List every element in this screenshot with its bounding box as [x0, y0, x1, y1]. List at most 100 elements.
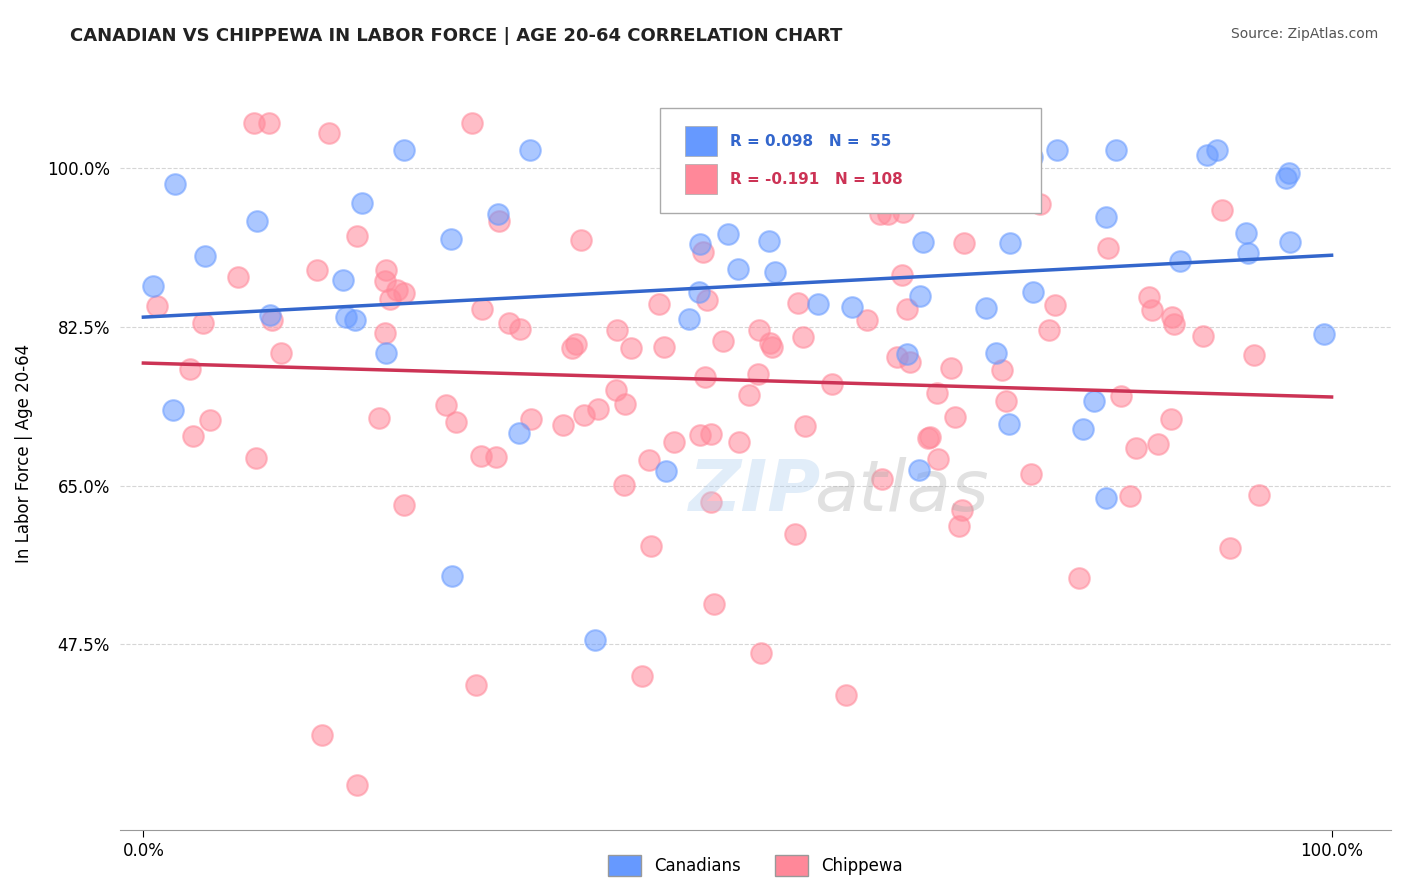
Point [891, 204, 914, 219]
Point [374, 275, 396, 289]
Point [783, 526, 806, 541]
Point [259, 308, 281, 322]
Point [346, 229, 368, 244]
Point [689, 237, 711, 252]
Point [1168, 254, 1191, 268]
Point [1140, 303, 1163, 318]
Point [1046, 143, 1069, 157]
Point [1161, 310, 1184, 324]
Point [1243, 347, 1265, 361]
Point [613, 478, 636, 492]
Point [565, 337, 588, 351]
Point [1192, 328, 1215, 343]
Point [179, 362, 201, 376]
Point [245, 450, 267, 465]
Point [606, 323, 628, 337]
Point [519, 143, 541, 157]
Point [990, 362, 1012, 376]
Point [588, 401, 610, 416]
Point [678, 311, 700, 326]
Point [747, 368, 769, 382]
Point [688, 285, 710, 300]
Point [1313, 326, 1336, 341]
Text: R = -0.191   N = 108: R = -0.191 N = 108 [730, 171, 903, 186]
Point [1147, 437, 1170, 451]
Point [1105, 143, 1128, 157]
Point [925, 386, 948, 401]
Point [498, 316, 520, 330]
Point [821, 376, 844, 391]
Point [727, 435, 749, 450]
Point [440, 232, 463, 246]
Point [262, 313, 284, 327]
Text: R = 0.098   N =  55: R = 0.098 N = 55 [730, 134, 891, 149]
Point [470, 449, 492, 463]
Point [1247, 488, 1270, 502]
Point [717, 227, 740, 241]
Point [605, 384, 627, 398]
Point [509, 322, 531, 336]
Point [1109, 389, 1132, 403]
Point [948, 519, 970, 533]
Point [311, 728, 333, 742]
Point [943, 409, 966, 424]
Point [761, 341, 783, 355]
Point [891, 268, 914, 283]
Point [520, 412, 543, 426]
Point [307, 262, 329, 277]
Point [976, 301, 998, 316]
Point [1067, 571, 1090, 585]
Point [759, 336, 782, 351]
Point [620, 341, 643, 355]
Point [711, 334, 734, 349]
Point [763, 265, 786, 279]
Point [165, 178, 187, 192]
Point [1083, 393, 1105, 408]
Point [896, 346, 918, 360]
Point [441, 569, 464, 583]
Point [270, 346, 292, 360]
Point [1095, 211, 1118, 225]
FancyBboxPatch shape [659, 108, 1042, 213]
Point [927, 451, 949, 466]
Point [1163, 317, 1185, 331]
Point [1195, 147, 1218, 161]
Point [574, 408, 596, 422]
Point [700, 427, 723, 442]
Point [648, 297, 671, 311]
Point [1094, 491, 1116, 505]
Point [794, 419, 817, 434]
Point [869, 207, 891, 221]
Point [198, 413, 221, 427]
Point [1234, 226, 1257, 240]
Point [246, 214, 269, 228]
Legend: Canadians, Chippewa: Canadians, Chippewa [602, 848, 910, 882]
Point [841, 300, 863, 314]
Point [226, 269, 249, 284]
Text: ZIP: ZIP [689, 457, 821, 526]
Point [748, 323, 770, 337]
FancyBboxPatch shape [685, 127, 717, 156]
Point [1021, 467, 1043, 481]
Point [346, 778, 368, 792]
Point [655, 464, 678, 478]
Point [332, 273, 354, 287]
Point [162, 402, 184, 417]
Point [461, 116, 484, 130]
Point [471, 302, 494, 317]
Point [374, 326, 396, 341]
Point [898, 355, 921, 369]
Point [738, 387, 761, 401]
Y-axis label: In Labor Force | Age 20-64: In Labor Force | Age 20-64 [15, 344, 32, 564]
Point [918, 430, 941, 444]
Point [193, 316, 215, 330]
Point [1211, 202, 1233, 217]
Point [1237, 245, 1260, 260]
Point [727, 262, 749, 277]
Point [1097, 241, 1119, 255]
Point [561, 341, 583, 355]
Text: Source: ZipAtlas.com: Source: ZipAtlas.com [1230, 27, 1378, 41]
Point [689, 428, 711, 442]
Point [1043, 298, 1066, 312]
Point [257, 116, 280, 130]
